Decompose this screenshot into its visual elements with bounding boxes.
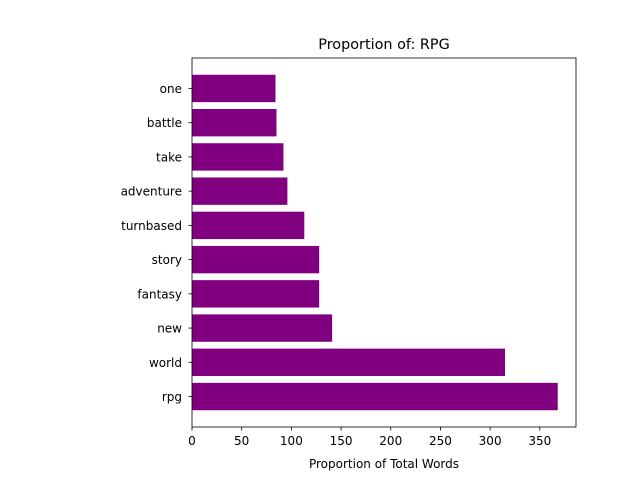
x-tick-label: 350 — [528, 434, 551, 448]
y-tick-label: adventure — [121, 185, 182, 199]
bar-world — [192, 348, 506, 376]
bar-adventure — [192, 177, 288, 205]
bar-story — [192, 245, 320, 274]
bar-new — [192, 314, 333, 342]
x-tick-label: 100 — [280, 434, 303, 448]
x-tick-label: 50 — [234, 434, 249, 448]
plot-frame — [191, 57, 577, 428]
bar-one — [192, 74, 276, 103]
bars-layer — [192, 74, 558, 411]
y-tick-label: turnbased — [121, 219, 182, 233]
bar-rpg — [192, 382, 558, 411]
y-tick-label: new — [157, 322, 182, 336]
x-tick-label: 300 — [479, 434, 502, 448]
x-tick-label: 250 — [429, 434, 452, 448]
x-axis-label: Proportion of Total Words — [309, 457, 459, 471]
y-tick-label: battle — [147, 116, 182, 130]
axes-layer: rpg world new fantasy story turnbased adventur… — [121, 57, 577, 448]
y-tick-label: one — [160, 82, 182, 96]
y-tick-label: take — [156, 150, 182, 164]
x-tick-label: 150 — [330, 434, 353, 448]
x-tick-label: 0 — [188, 434, 196, 448]
y-tick-label: story — [152, 253, 182, 267]
bar-take — [192, 143, 284, 171]
y-tick-label: fantasy — [137, 287, 182, 301]
x-tick-label: 200 — [379, 434, 402, 448]
bar-battle — [192, 109, 277, 137]
chart-title: Proportion of: RPG — [318, 37, 449, 53]
bar-fantasy — [192, 280, 320, 308]
y-tick-label: rpg — [162, 390, 182, 404]
bar-turnbased — [192, 211, 305, 240]
y-tick-label: world — [149, 356, 182, 370]
